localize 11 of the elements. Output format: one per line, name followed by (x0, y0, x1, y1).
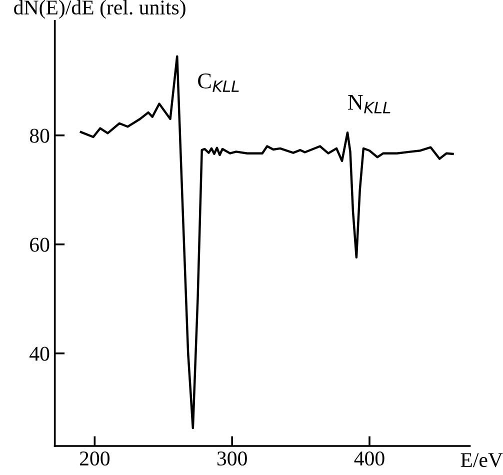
y-tick-label: 60 (30, 238, 50, 252)
annotation: N$_{KLL}$ (348, 95, 390, 114)
y-axis-title: dN(E)/dE (rel. units) (14, 0, 186, 19)
x-tick-label: 300 (217, 451, 247, 466)
y-tick-label: 40 (30, 346, 50, 361)
annotation: C$_{KLL}$ (198, 74, 239, 92)
x-axis-title: E/eV (460, 453, 503, 468)
x-tick-label: 400 (354, 451, 384, 466)
line-series (80, 55, 454, 430)
x-tick-label: 200 (80, 451, 110, 466)
y-tick-label: 80 (30, 128, 50, 143)
